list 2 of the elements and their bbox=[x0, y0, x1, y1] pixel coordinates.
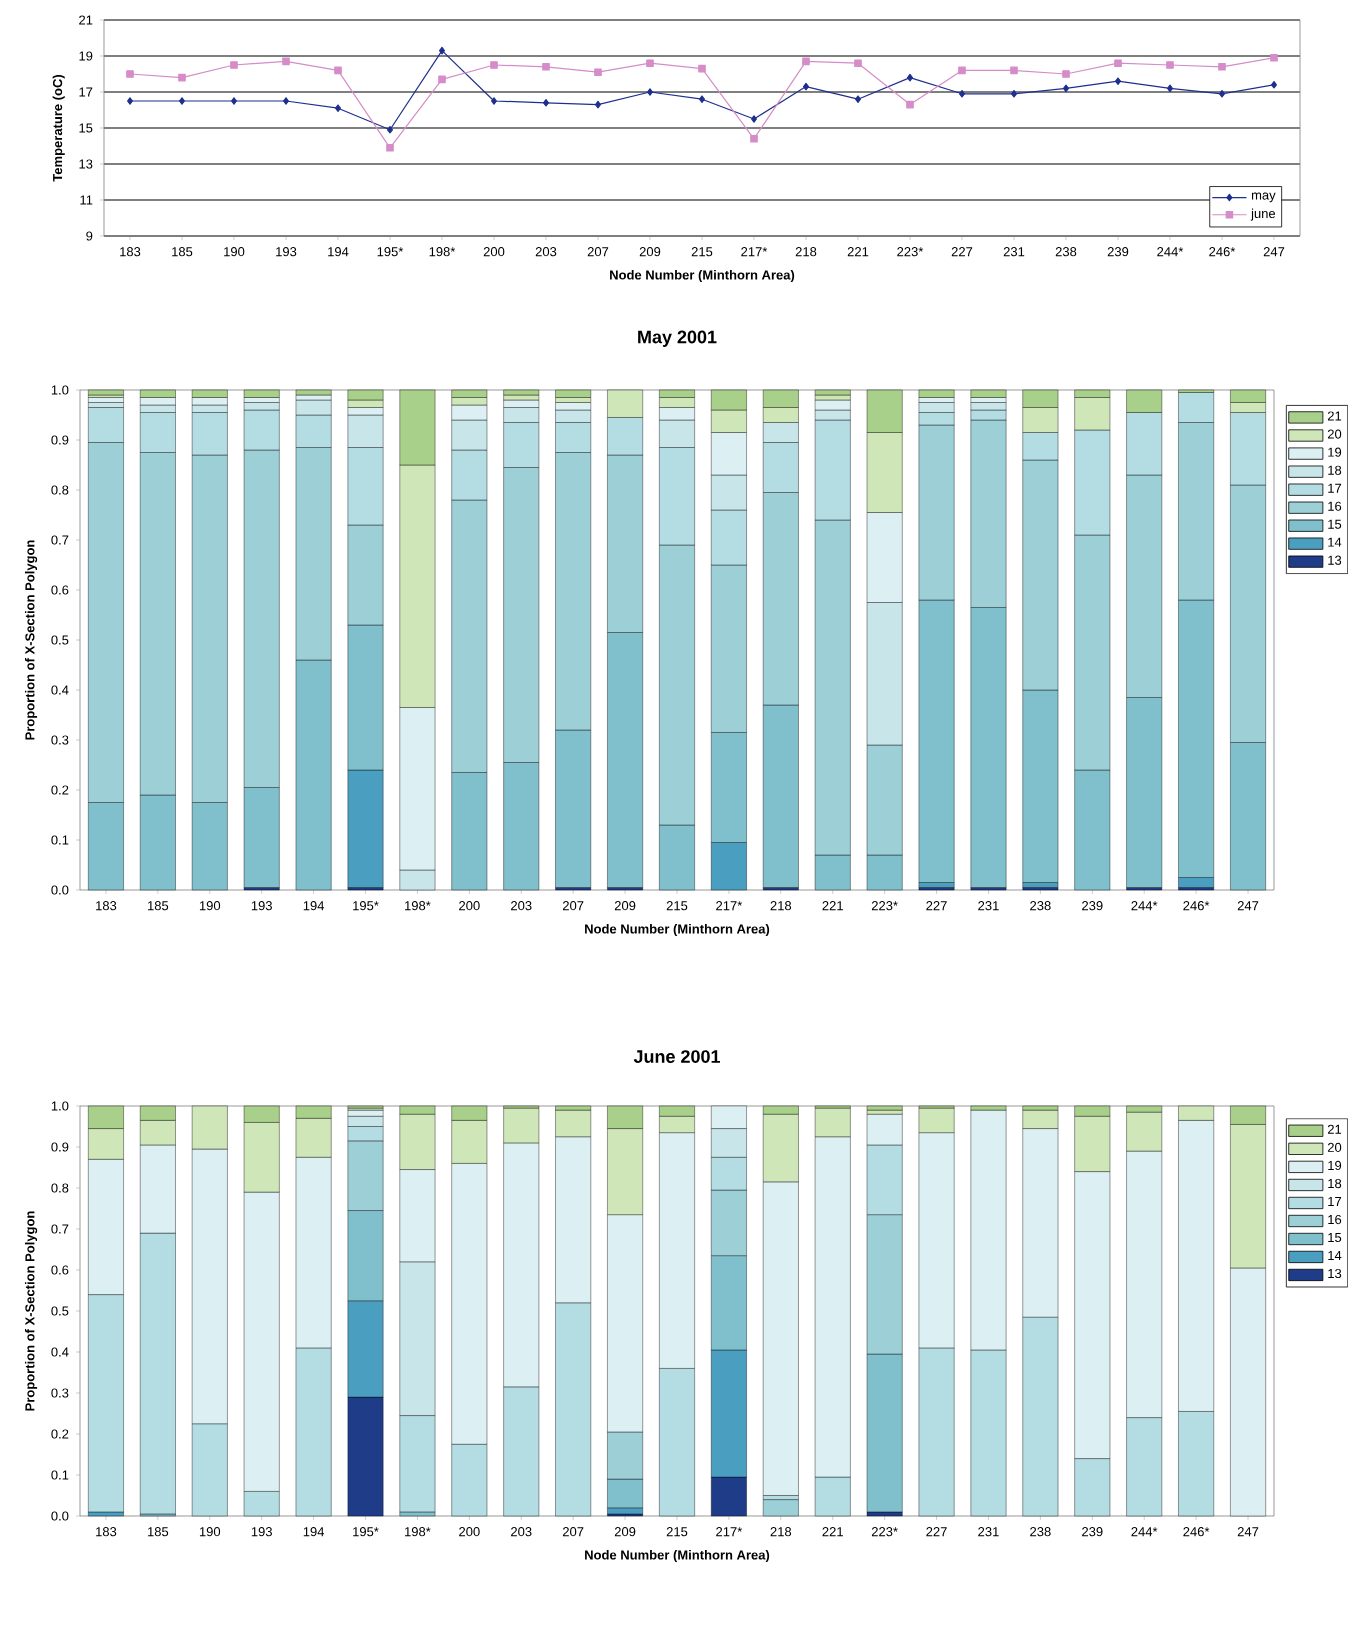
chart-title: May 2001 bbox=[638, 330, 717, 347]
chart-title: June 2001 bbox=[633, 1050, 720, 1063]
